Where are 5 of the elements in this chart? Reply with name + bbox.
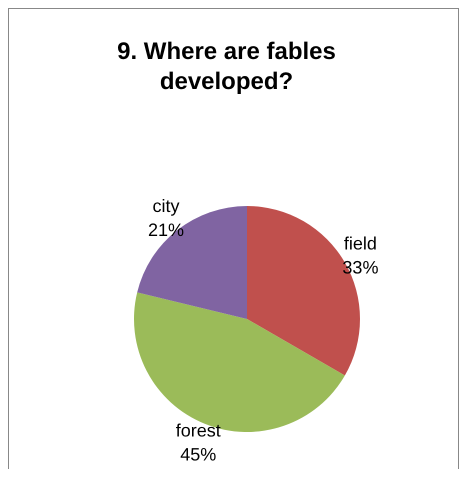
data-label: 45% [180,444,216,465]
slice-label: forest [176,420,221,441]
slice-label: field [344,234,377,254]
slice-label: city [152,196,180,216]
chart-title: 9. Where are fables developed? [117,38,336,95]
